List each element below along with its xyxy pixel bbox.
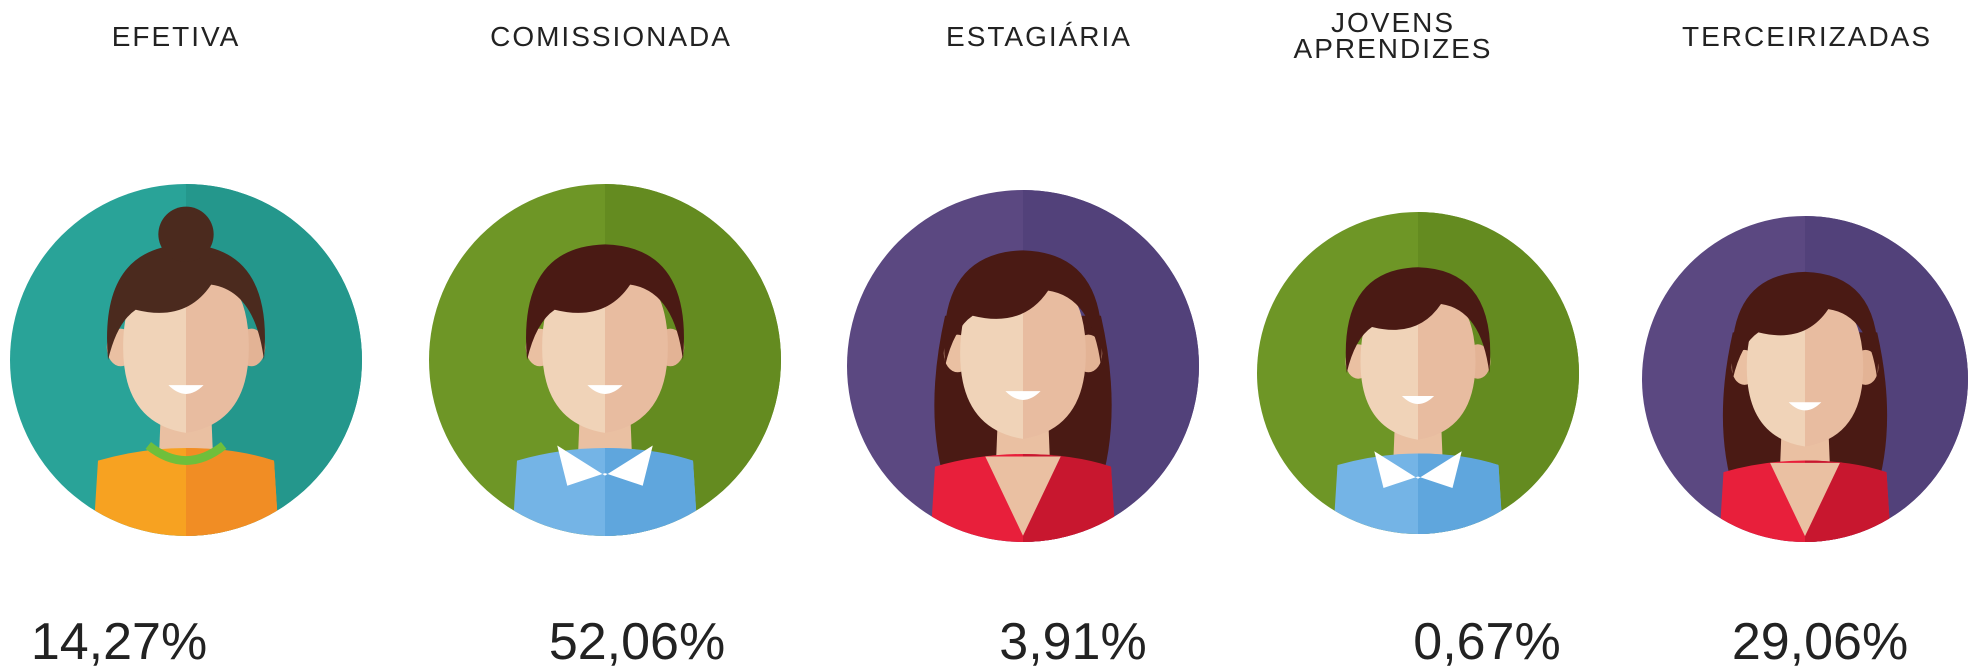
- category-label: TERCEIRIZADAS: [1647, 24, 1967, 50]
- shirt-shade: [186, 448, 280, 561]
- percentage: 52,06%: [549, 612, 725, 672]
- avatar: [10, 184, 362, 561]
- category-label: ESTAGIÁRIA: [879, 24, 1199, 50]
- category-label: JOVENS APRENDIZES: [1293, 10, 1493, 62]
- avatar: [429, 184, 781, 561]
- category-label: EFETIVA: [16, 24, 336, 50]
- percentage: 29,06%: [1732, 612, 1908, 672]
- avatar: [847, 190, 1199, 567]
- shirt-shade: [605, 448, 699, 561]
- percentage: 14,27%: [31, 612, 207, 672]
- avatar: [1642, 216, 1968, 565]
- shirt-shade: [1418, 454, 1504, 558]
- percentage: 0,67%: [1413, 612, 1560, 672]
- page: (() => { const data = JSON.parse(documen…: [0, 0, 1968, 664]
- avatar: [1257, 212, 1579, 557]
- illustration: [0, 0, 1968, 664]
- category-label: COMISSIONADA: [451, 24, 771, 50]
- hair-bun: [158, 207, 213, 262]
- percentage: 3,91%: [999, 612, 1146, 672]
